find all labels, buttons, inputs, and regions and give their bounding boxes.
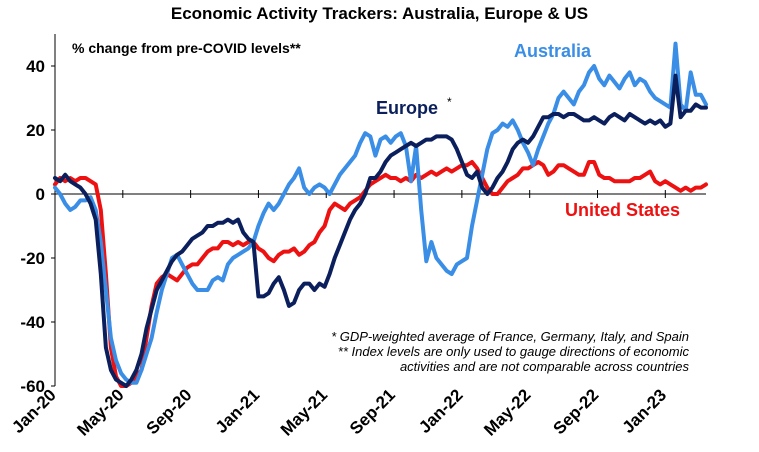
x-tick-label: May-21 (277, 385, 331, 439)
x-tick-label: Jan-21 (212, 385, 264, 437)
y-tick-label: -60 (20, 377, 45, 396)
y-tick-label: 0 (36, 185, 45, 204)
series-label-europe-marker: * (447, 95, 452, 109)
series-line-australia (53, 41, 708, 385)
x-tick-label: Sep-21 (346, 385, 399, 438)
x-tick-label: Jan-22 (415, 385, 467, 437)
footnote-1: * GDP-weighted average of France, German… (331, 329, 689, 344)
x-tick-label: Sep-22 (549, 385, 602, 438)
series-label-united-states: United States (565, 200, 680, 220)
series-label-europe: Europe (376, 98, 438, 118)
series-label-australia: Australia (514, 41, 592, 61)
series-layer (53, 41, 708, 388)
y-tick-label: 40 (26, 57, 45, 76)
y-tick-label: 20 (26, 121, 45, 140)
chart-title: Economic Activity Trackers: Australia, E… (170, 4, 589, 23)
y-tick-label: -40 (20, 313, 45, 332)
chart-subtitle: % change from pre-COVID levels** (72, 40, 301, 56)
series-line-europe (53, 73, 708, 388)
labels-layer: % change from pre-COVID levels** Australi… (72, 40, 689, 374)
x-tick-label: May-20 (73, 385, 127, 439)
footnote-3: activities and are not comparable across… (400, 359, 690, 374)
footnote-2: ** Index levels are only used to gauge d… (338, 344, 690, 359)
y-tick-label: -20 (20, 249, 45, 268)
x-tick-label: Jan-23 (619, 385, 671, 437)
x-tick-label: May-22 (480, 385, 534, 439)
x-tick-label: Sep-20 (143, 385, 196, 438)
